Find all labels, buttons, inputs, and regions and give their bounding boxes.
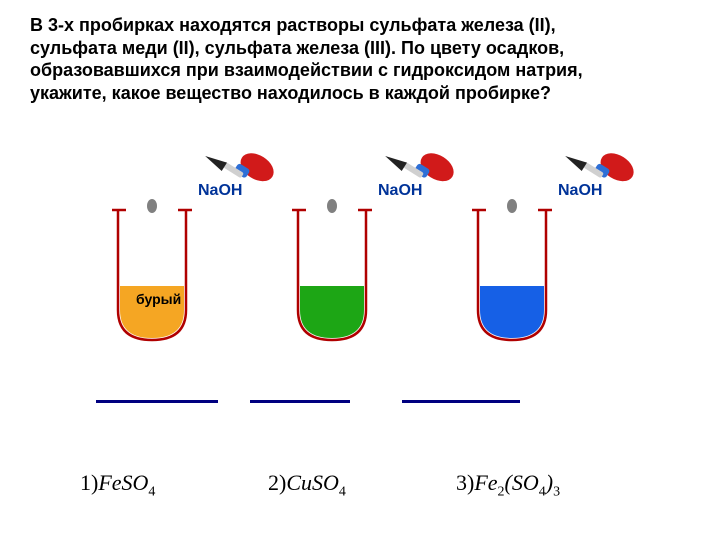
dropper-tip-icon (563, 151, 587, 171)
drop-icon (507, 199, 517, 213)
answer-blanks (0, 400, 720, 430)
tube-group-1: NaOH бурый (110, 140, 310, 400)
blank-line-2 (250, 400, 350, 403)
naoh-label-2: NaOH (378, 182, 422, 200)
formula-1-body: FeSO4 (98, 470, 155, 495)
blank-line-3 (402, 400, 520, 403)
formula-3-body: Fe2(SO4)3 (474, 470, 560, 495)
naoh-label-1: NaOH (198, 182, 242, 200)
tube-fill-label-1: бурый (136, 292, 168, 307)
formula-row: 1)FeSO4 2)CuSO4 3)Fe2(SO4)3 (0, 470, 720, 520)
tube-fill-icon (480, 286, 544, 338)
formula-1: 1)FeSO4 (80, 470, 155, 500)
tube-svg-3 (470, 140, 670, 400)
tubes-row: NaOH бурый NaOH (0, 140, 720, 400)
tube-svg-2 (290, 140, 490, 400)
tube-fill-icon (300, 286, 364, 338)
tube-svg-1 (110, 140, 310, 400)
drop-icon (147, 199, 157, 213)
tube-group-2: NaOH (290, 140, 490, 400)
question-text: В 3-х пробирках находятся растворы сульф… (30, 14, 590, 104)
formula-2: 2)CuSO4 (268, 470, 346, 500)
formula-3-prefix: 3) (456, 470, 474, 495)
dropper-tip-icon (383, 151, 407, 171)
formula-2-body: CuSO4 (286, 470, 346, 495)
formula-2-prefix: 2) (268, 470, 286, 495)
drop-icon (327, 199, 337, 213)
naoh-label-3: NaOH (558, 182, 602, 200)
tube-group-3: NaOH (470, 140, 670, 400)
formula-1-prefix: 1) (80, 470, 98, 495)
formula-3: 3)Fe2(SO4)3 (456, 470, 560, 500)
dropper-tip-icon (203, 151, 227, 171)
blank-line-1 (96, 400, 218, 403)
